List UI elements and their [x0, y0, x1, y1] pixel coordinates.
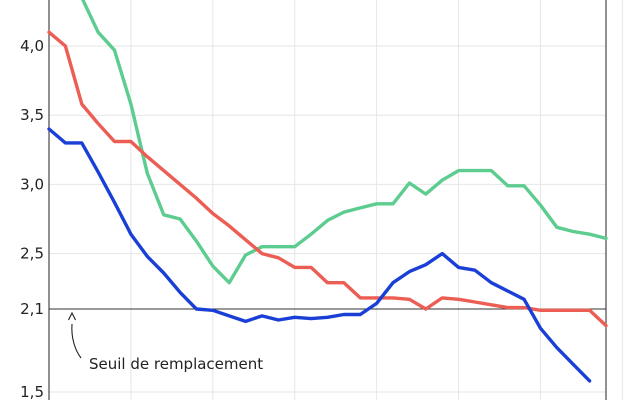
y-axis-ticks: 1,5 2,1 2,5 3,0 3,5 4,0: [20, 37, 44, 400]
y-tick-label: 2,5: [20, 245, 44, 263]
annotation-arrow-head: [68, 311, 76, 321]
y-tick-label: 3,5: [20, 106, 44, 124]
series-line-1: [81, 0, 608, 285]
grid: [48, 0, 623, 400]
reference-line-label: Seuil de remplacement: [89, 355, 263, 373]
annotation-group: Seuil de remplacement: [68, 311, 263, 373]
annotation-arrow-curve: [71, 323, 82, 359]
y-tick-label: 2,1: [20, 300, 44, 318]
y-tick-label: 3,0: [20, 175, 44, 193]
series-line-2: [47, 30, 608, 328]
y-tick-label: 4,0: [20, 37, 44, 55]
series-group: [47, 0, 608, 383]
series-line-3: [47, 127, 592, 383]
y-tick-label: 1,5: [20, 383, 44, 400]
